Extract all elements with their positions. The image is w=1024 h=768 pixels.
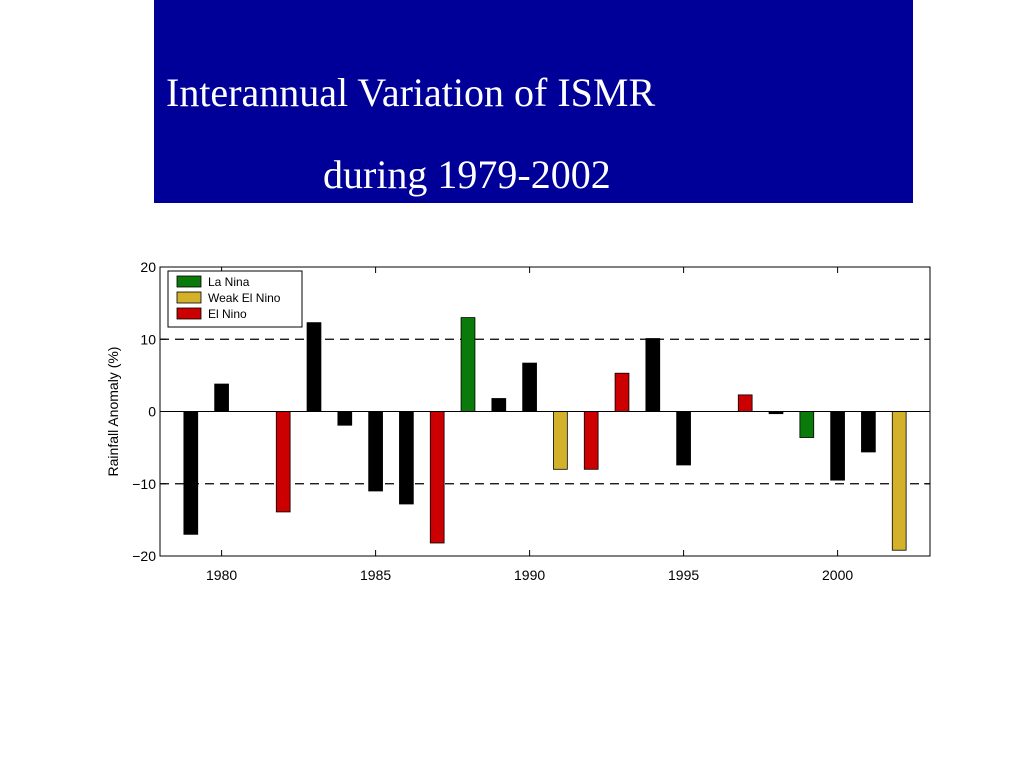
- legend-swatch-la_nina: [176, 275, 202, 288]
- bar-1999: [799, 411, 815, 438]
- bar-1982: [275, 411, 291, 513]
- legend-label-weak_el_nino: Weak El Nino: [208, 291, 281, 305]
- bar-1986: [399, 411, 414, 505]
- y-tick-label: 0: [148, 404, 156, 420]
- bar-1995: [676, 411, 691, 466]
- x-tick-label: 1980: [206, 567, 237, 583]
- bar-2002: [891, 411, 907, 551]
- bar-1984: [337, 411, 353, 426]
- bar-1988: [460, 317, 476, 412]
- bar-2001: [861, 411, 876, 453]
- bar-2000: [830, 411, 845, 481]
- y-tick-label: 10: [140, 331, 156, 347]
- title-line-1: Interannual Variation of ISMR: [166, 70, 656, 115]
- bar-1989: [491, 398, 507, 412]
- bar-1990: [522, 362, 537, 412]
- x-tick-label: 1995: [668, 567, 699, 583]
- legend-swatch-weak_el_nino: [176, 291, 202, 304]
- x-tick-label: 1990: [514, 567, 545, 583]
- bar-1979: [183, 411, 199, 535]
- bar-1997: [737, 394, 753, 412]
- y-axis-label: Rainfall Anomaly (%): [105, 347, 121, 477]
- legend-label-el_nino: El Nino: [208, 307, 247, 321]
- x-tick-label: 2000: [822, 567, 853, 583]
- legend-swatch-el_nino: [176, 307, 202, 320]
- bar-1992: [583, 411, 599, 470]
- bar-1980: [214, 383, 229, 412]
- bar-1994: [645, 338, 661, 412]
- legend-label-la_nina: La Nina: [208, 275, 250, 289]
- title-line-2: during 1979-2002: [323, 152, 611, 197]
- y-tick-label: −20: [132, 548, 156, 564]
- y-tick-label: 20: [140, 259, 156, 275]
- title-banner: Interannual Variation of ISMR during 197…: [154, 0, 913, 203]
- bar-1983: [306, 322, 322, 412]
- bar-1993: [614, 372, 630, 412]
- bar-1991: [553, 411, 568, 470]
- y-tick-label: −10: [132, 476, 156, 492]
- bar-1987: [429, 411, 445, 544]
- x-tick-label: 1985: [360, 567, 391, 583]
- bar-1985: [368, 411, 383, 492]
